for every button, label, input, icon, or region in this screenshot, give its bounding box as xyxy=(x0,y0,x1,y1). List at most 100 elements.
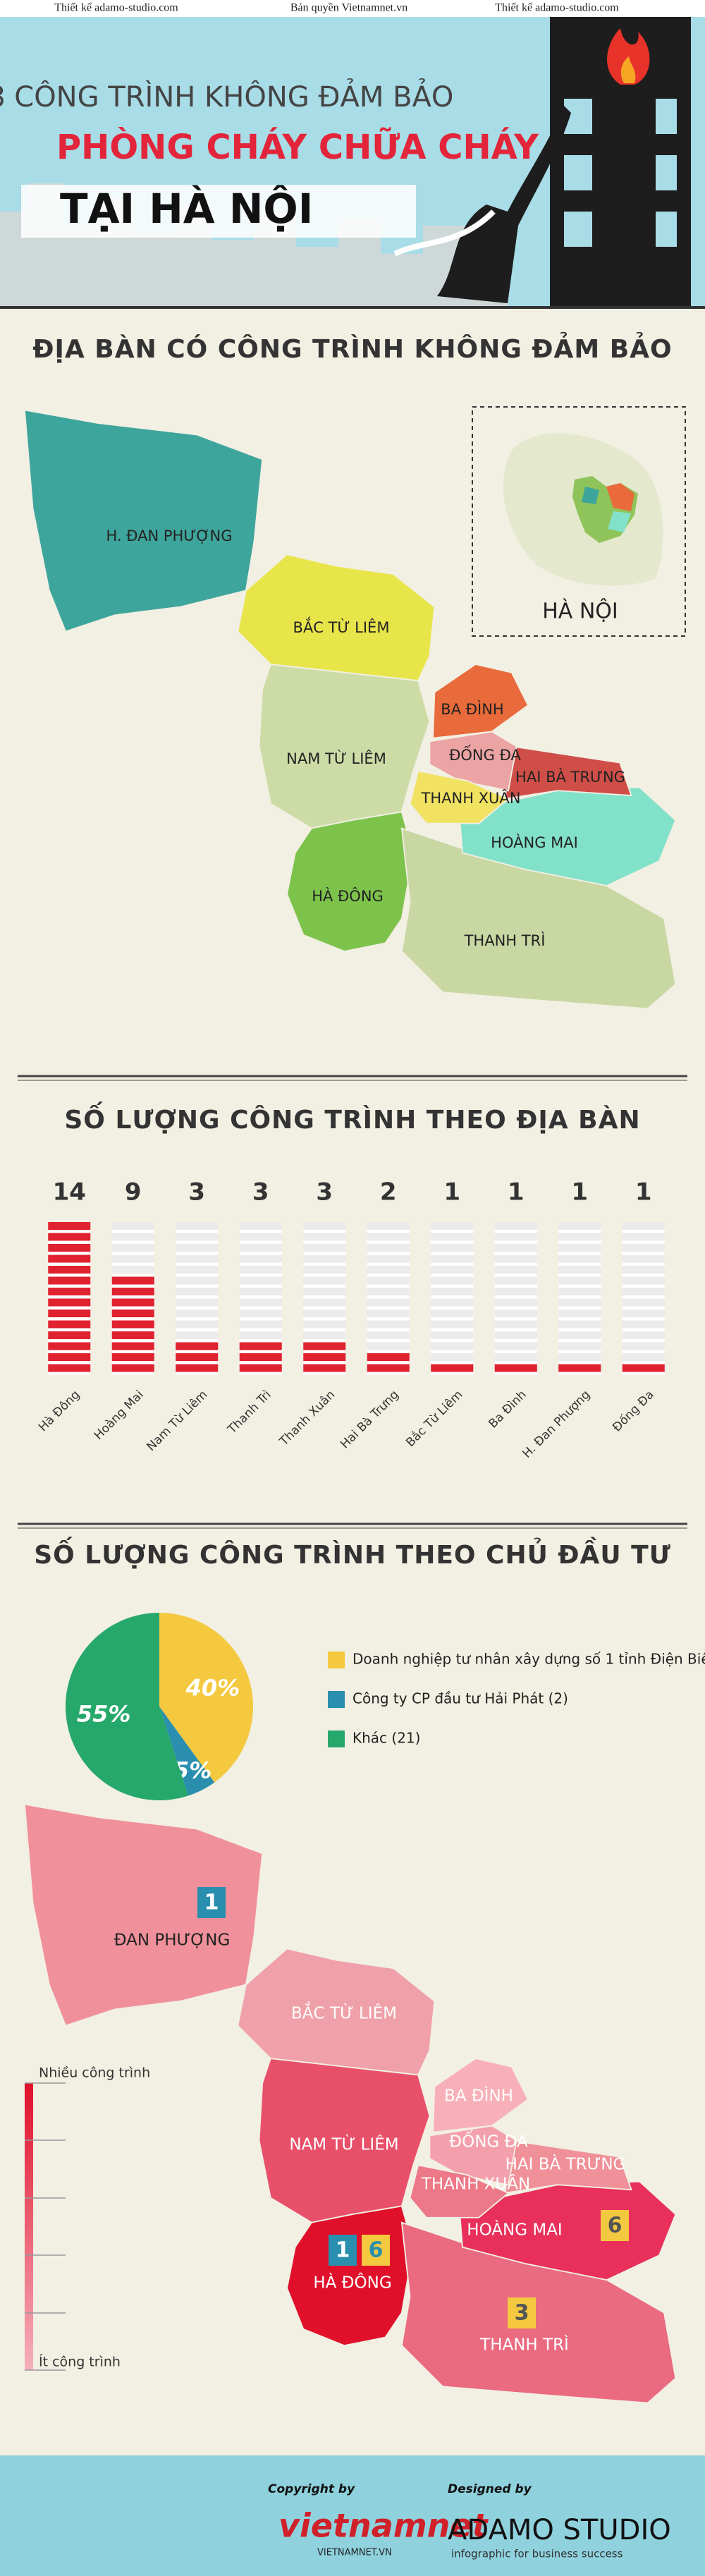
district-label: ĐAN PHƯỢNG xyxy=(114,1931,231,1950)
district-label: THANH TRÌ xyxy=(464,932,546,949)
district-label: HÀ ĐÔNG xyxy=(313,2273,391,2293)
data-label: 1 xyxy=(443,1178,460,1207)
legend-swatch xyxy=(328,1730,345,1747)
firefighter-silhouette xyxy=(437,106,571,303)
footer-text: infographic for business success xyxy=(451,2548,623,2560)
district-label: THANH XUÂN xyxy=(421,2174,530,2194)
section-title: SỐ LƯỢNG CÔNG TRÌNH THEO CHỦ ĐẦU TƯ xyxy=(34,1537,671,1570)
footer-logo: ADAMO STUDIO xyxy=(448,2514,671,2546)
footer-text: Designed by xyxy=(448,2482,532,2496)
x-tick-label: Thanh Xuân xyxy=(276,1388,338,1449)
district-label: BẮC TỪ LIÊM xyxy=(293,616,390,636)
inset-label: HÀ NỘI xyxy=(542,598,618,624)
title-line: 38 CÔNG TRÌNH KHÔNG ĐẢM BẢO xyxy=(0,78,453,114)
legend-label: Công ty CP đầu tư Hải Phát (2) xyxy=(352,1690,568,1707)
x-tick-label: Nam Từ Liêm xyxy=(144,1388,210,1454)
footer-text: Copyright by xyxy=(268,2482,355,2496)
footer-bg xyxy=(0,2455,705,2576)
legend-gradient xyxy=(25,2083,33,2370)
data-label: 1 xyxy=(508,1178,525,1207)
credit: Bản quyền Vietnamnet.vn xyxy=(290,2,407,14)
district-label: ĐỐNG ĐA xyxy=(449,744,521,764)
data-label: 14 xyxy=(53,1178,86,1207)
legend-label: Nhiều công trình xyxy=(39,2065,150,2081)
bar xyxy=(303,1342,346,1375)
x-tick-label: Thanh Trì xyxy=(225,1388,274,1437)
building-windows xyxy=(564,99,677,247)
badge: 1 xyxy=(336,2238,350,2263)
district-label: BẮC TỪ LIÊM xyxy=(291,2001,397,2023)
title-line: TẠI HÀ NỘI xyxy=(60,184,313,233)
x-tick-label: H. Đan Phượng xyxy=(520,1388,593,1461)
bar xyxy=(367,1353,410,1375)
legend-swatch xyxy=(328,1691,345,1708)
bar xyxy=(431,1364,474,1375)
district-label: NAM TỪ LIÊM xyxy=(289,2135,398,2154)
x-tick-label: Hoàng Mai xyxy=(92,1388,147,1443)
badge-bg xyxy=(601,2210,629,2241)
data-label: 3 xyxy=(252,1178,269,1207)
bar xyxy=(494,1364,537,1375)
header-rule xyxy=(0,306,705,309)
footer-logo: vietnamnet xyxy=(278,2507,489,2545)
pie-slice xyxy=(65,1613,189,1800)
heat-map xyxy=(23,1803,677,2404)
district-shape xyxy=(237,554,436,682)
inset-district xyxy=(608,511,631,532)
inset-frame xyxy=(472,406,686,637)
bar-chart: 14 Hà Đông 9 Hoàng Mai 3 Nam Từ Liêm 3 Thanh Tr… xyxy=(36,1178,665,1461)
data-label: 40% xyxy=(185,1674,240,1701)
footer-text: VIETNAMNET.VN xyxy=(317,2548,392,2558)
fire-icon xyxy=(620,56,636,83)
district-label: HOÀNG MAI xyxy=(467,2220,562,2240)
data-label: 1 xyxy=(635,1178,652,1207)
inset-map: HÀ NỘI xyxy=(472,406,686,637)
inset-district xyxy=(582,487,599,504)
badge: 3 xyxy=(515,2301,529,2326)
data-label: 1 xyxy=(571,1178,588,1207)
badge: 6 xyxy=(369,2238,384,2263)
footer: Copyright by vietnamnet VIETNAMNET.VN De… xyxy=(0,2455,705,2576)
section-title: SỐ LƯỢNG CÔNG TRÌNH THEO ĐỊA BÀN xyxy=(64,1101,640,1135)
district-label: HAI BÀ TRƯNG xyxy=(505,2154,626,2174)
badge: 1 xyxy=(204,1891,219,1915)
section-title: ĐỊA BÀN CÓ CÔNG TRÌNH KHÔNG ĐẢM BẢO xyxy=(32,331,672,364)
badge-bg xyxy=(329,2235,357,2266)
bar-track xyxy=(494,1222,537,1375)
legend-label: Doanh nghiệp tư nhân xây dựng số 1 tỉnh … xyxy=(352,1651,705,1668)
fire-icon xyxy=(607,28,650,85)
bar-track xyxy=(558,1222,601,1375)
credit: Thiết kế adamo-studio.com xyxy=(495,2,619,14)
badges: 1 1 6 6 3 xyxy=(197,1887,629,2328)
title-line: PHÒNG CHÁY CHỮA CHÁY xyxy=(56,127,539,167)
district-label: ĐỐNG ĐA xyxy=(449,2130,528,2151)
inset-district xyxy=(606,483,634,511)
district-label: NAM TỪ LIÊM xyxy=(286,750,386,767)
data-label: 3 xyxy=(316,1178,333,1207)
x-tick-label: Đống Đa xyxy=(610,1387,657,1434)
legend-swatch xyxy=(328,1652,345,1668)
header: 38 CÔNG TRÌNH KHÔNG ĐẢM BẢO PHÒNG CHÁY C… xyxy=(0,17,705,309)
legend-label: Khác (21) xyxy=(352,1730,420,1747)
district-label: HAI BÀ TRƯNG xyxy=(515,768,625,786)
data-label: 55% xyxy=(77,1700,131,1727)
data-label: 3 xyxy=(188,1178,205,1207)
district-label: THANH TRÌ xyxy=(479,2335,569,2355)
credit-bar xyxy=(0,0,705,17)
district-label: HOÀNG MAI xyxy=(491,834,578,851)
data-label: 9 xyxy=(125,1178,142,1207)
x-tick-label: Hà Đông xyxy=(36,1388,82,1434)
bar xyxy=(558,1364,601,1375)
data-label: 2 xyxy=(380,1178,397,1207)
x-tick-label: Hai Bà Trưng xyxy=(338,1388,402,1452)
district-label: H. ĐAN PHƯỢNG xyxy=(106,527,232,544)
badge-bg xyxy=(362,2235,390,2266)
badge: 6 xyxy=(608,2214,623,2238)
district-shape xyxy=(23,1803,264,2027)
bar-track xyxy=(367,1222,410,1375)
district-label: HÀ ĐÔNG xyxy=(312,887,384,905)
district-label: THANH XUÂN xyxy=(421,789,521,807)
bar xyxy=(239,1342,282,1375)
bar-track xyxy=(622,1222,665,1375)
